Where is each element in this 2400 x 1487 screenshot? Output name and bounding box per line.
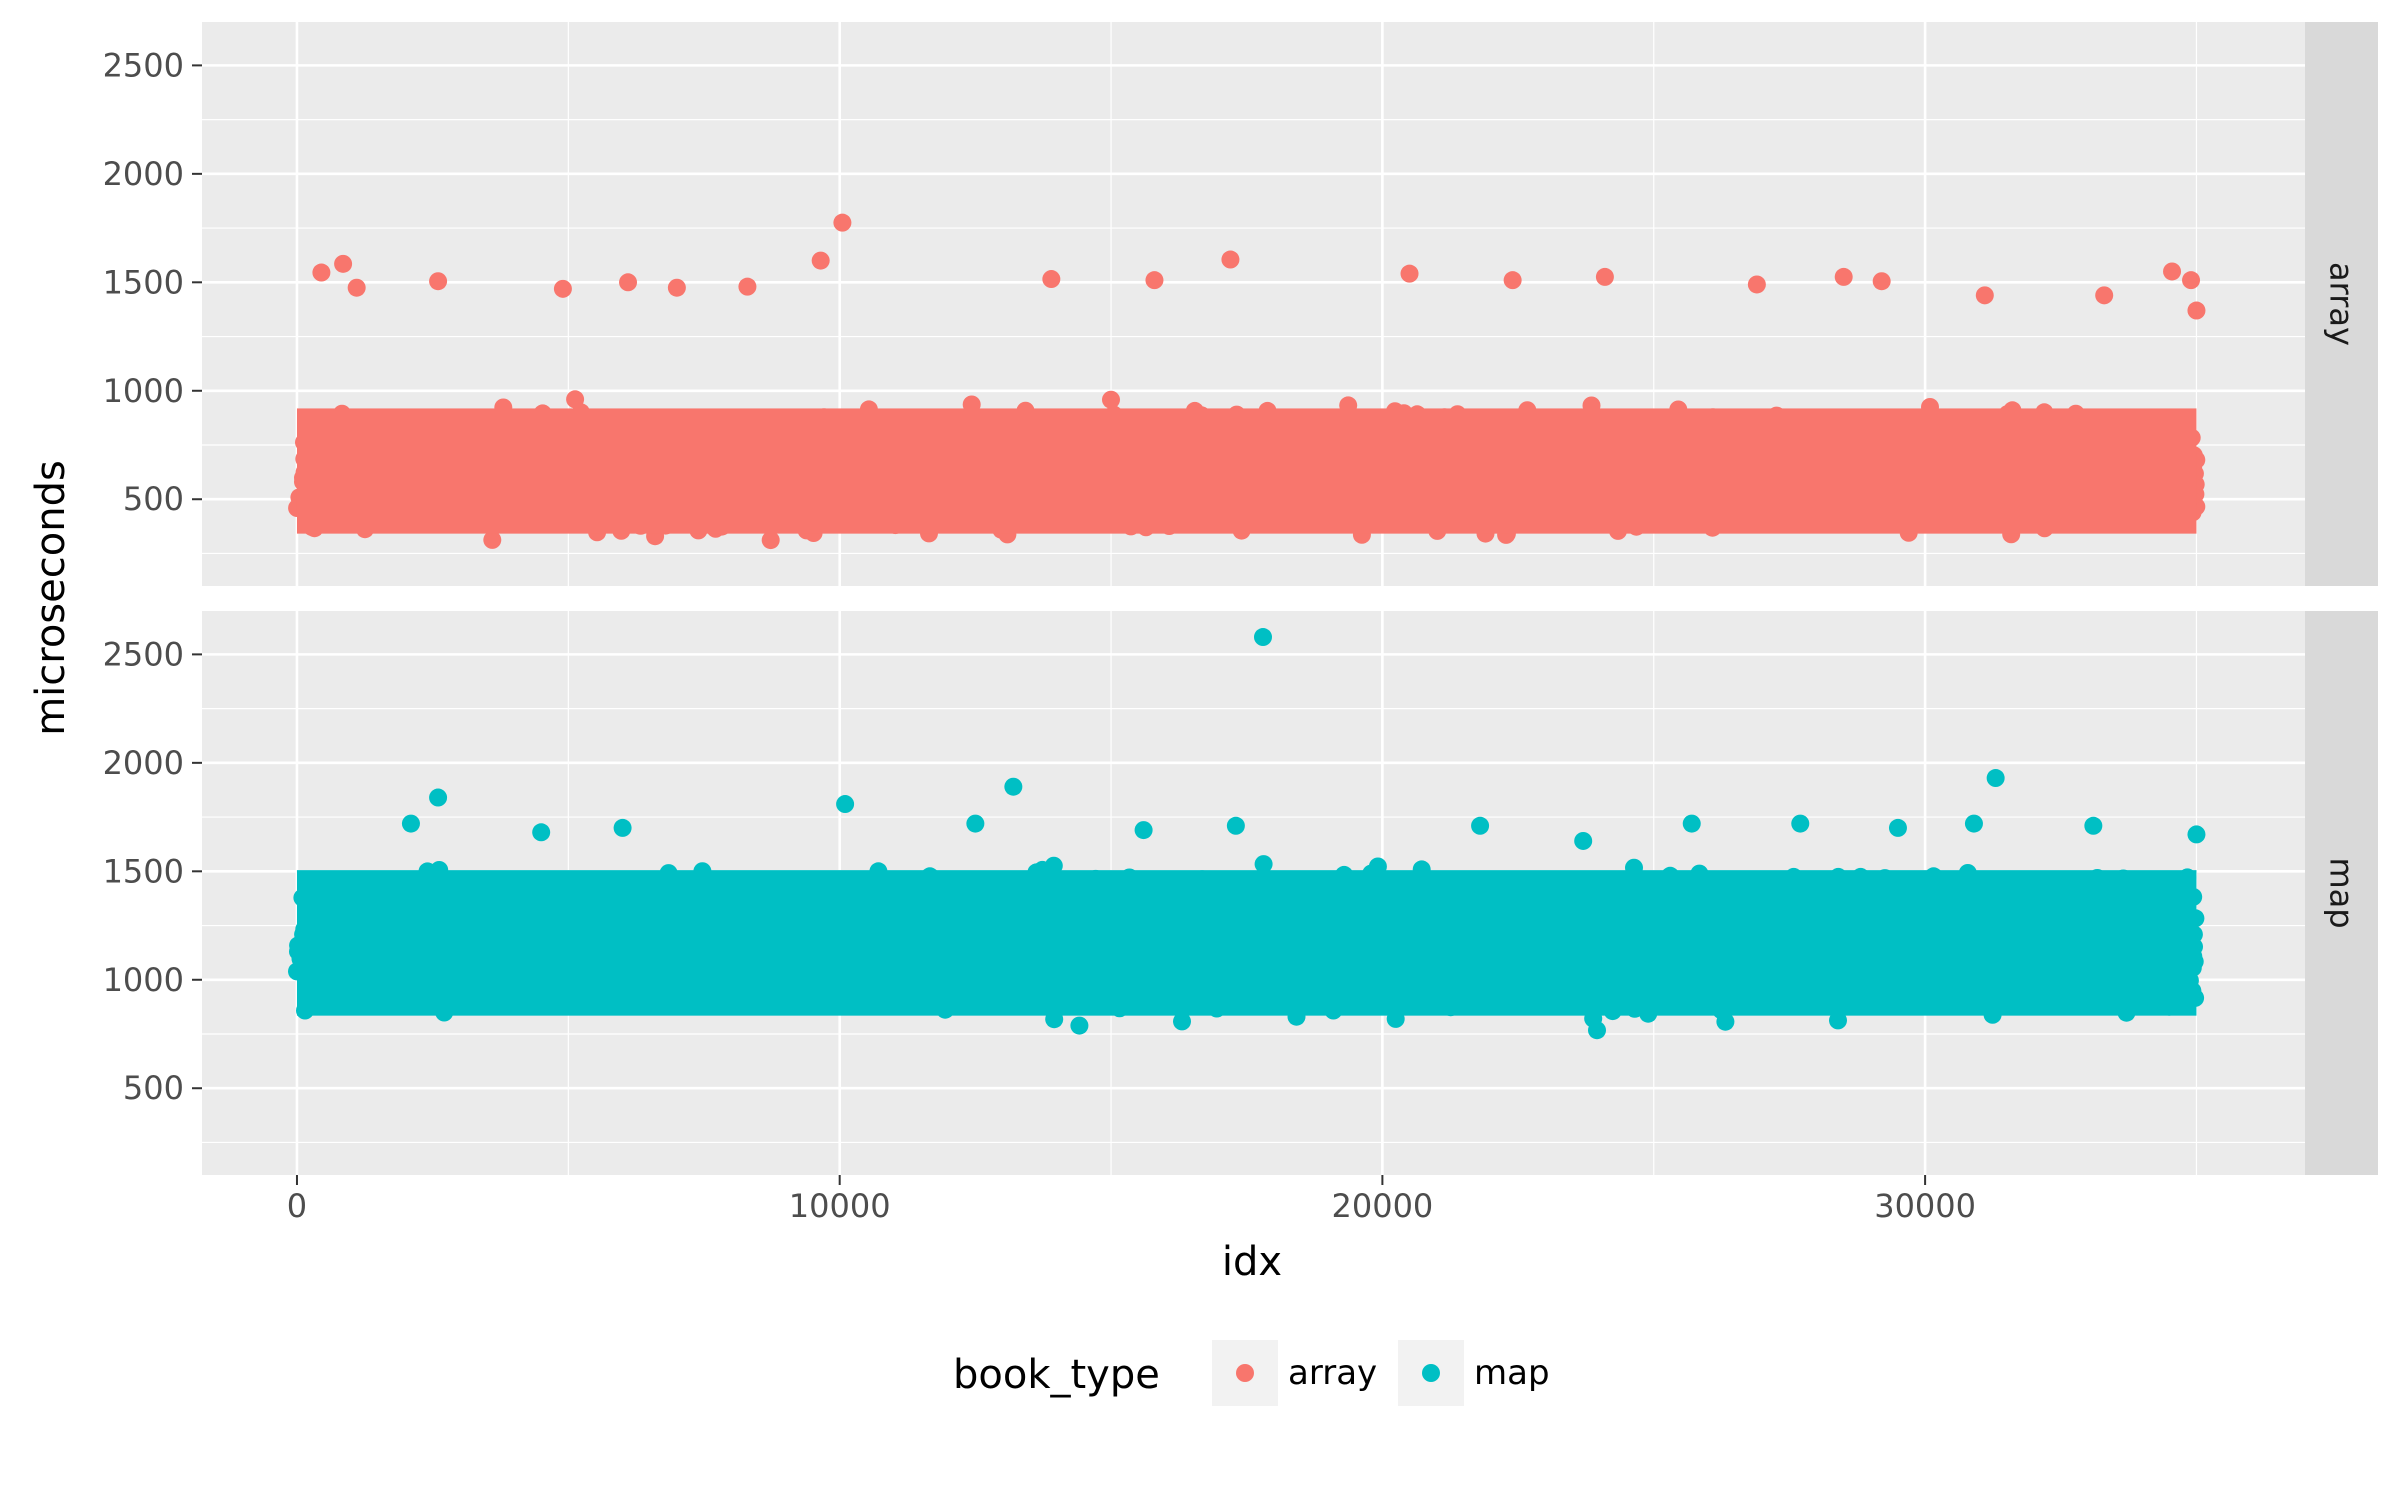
outlier-point [1976, 286, 1994, 304]
outlier-point [812, 252, 830, 270]
outlier-point [668, 279, 686, 297]
outlier-point [833, 214, 851, 232]
outlier-point [429, 272, 447, 290]
outlier-point [2095, 286, 2113, 304]
outlier-point [738, 278, 756, 296]
outlier-point [1835, 268, 1853, 286]
outlier-point [1401, 265, 1419, 283]
point [566, 390, 584, 408]
outlier-point [2182, 271, 2200, 289]
dense-band [297, 408, 2196, 533]
point [762, 531, 780, 549]
outlier-point [619, 273, 637, 291]
outlier-point [1221, 251, 1239, 269]
outlier-point [1873, 272, 1891, 290]
outlier-point [2187, 302, 2205, 320]
outlier-point [312, 264, 330, 282]
panel-map [202, 611, 2305, 1175]
outlier-point [1042, 270, 1060, 288]
outlier-point [348, 279, 366, 297]
point [1070, 1017, 1088, 1035]
outlier-point [2163, 262, 2181, 280]
outlier-point [1145, 271, 1163, 289]
outlier-point [334, 255, 352, 273]
outlier-point [1596, 268, 1614, 286]
outlier-point [554, 280, 572, 298]
panel-array [202, 22, 2305, 586]
point [1102, 391, 1120, 409]
outlier-point [1748, 275, 1766, 293]
outlier-point [1504, 271, 1522, 289]
